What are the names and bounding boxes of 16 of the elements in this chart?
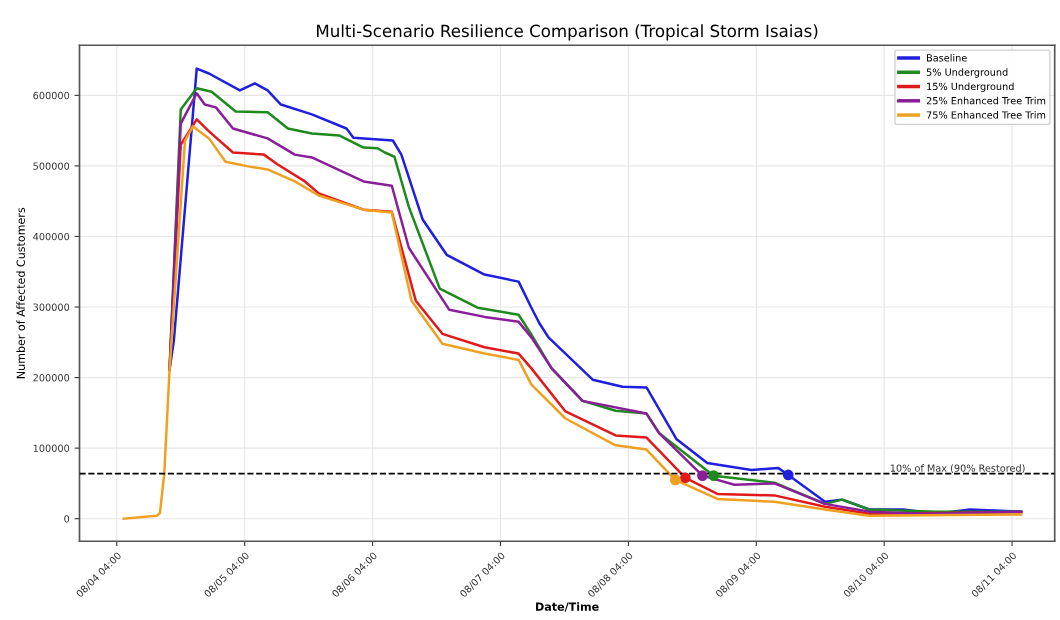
legend-label: 75% Enhanced Tree Trim bbox=[926, 111, 1046, 119]
y-tick-label: 600000 bbox=[33, 91, 70, 100]
legend-label: Baseline bbox=[927, 54, 967, 62]
chart-title: Multi-Scenario Resilience Comparison (Tropical Storm Isaias) bbox=[317, 24, 818, 41]
legend-label: 25% Enhanced Tree Trim bbox=[926, 96, 1046, 105]
y-tick-label: 0 bbox=[64, 515, 70, 523]
y-tick-label: 200000 bbox=[33, 374, 70, 382]
y-tick-label: 100000 bbox=[33, 444, 70, 452]
y-axis-title: Number of Affected Customers bbox=[16, 207, 25, 379]
legend-label: 15% Underground bbox=[927, 82, 1014, 92]
y-tick-label: 300000 bbox=[33, 303, 70, 311]
ref-line-label: 10% of Max (90% Restored) bbox=[890, 464, 1025, 473]
x-axis-title: Date/Time bbox=[536, 602, 599, 612]
y-tick-label: 400000 bbox=[33, 232, 70, 241]
legend-label: 5% Underground bbox=[926, 68, 1008, 78]
y-tick-label: 500000 bbox=[33, 162, 70, 170]
